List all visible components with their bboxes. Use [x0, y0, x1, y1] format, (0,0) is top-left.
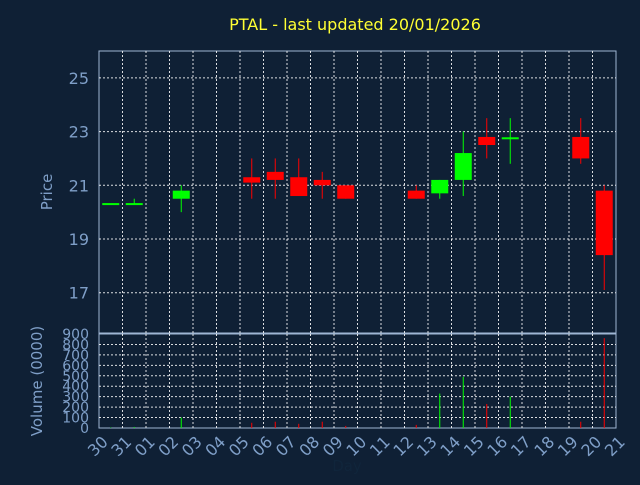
price-tick-label: 17	[69, 284, 89, 303]
volume-tick-label: 400	[62, 379, 89, 395]
volume-tick-label: 800	[62, 337, 89, 353]
x-axis-label: Day	[332, 457, 362, 475]
candle-body	[172, 190, 190, 199]
candle-body	[501, 137, 519, 140]
volume-tick-label: 300	[62, 390, 89, 406]
volume-tick-label: 700	[62, 348, 89, 364]
candle-body	[266, 171, 284, 180]
price-tick-label: 21	[69, 176, 89, 195]
x-tick-labels: 3031010203040506070809101112131415161718…	[84, 432, 629, 460]
candle-body	[572, 136, 590, 159]
candles	[102, 118, 613, 291]
price-tick-label: 25	[69, 69, 89, 88]
price-tick-label: 23	[69, 123, 89, 142]
y-axis-label: Price	[38, 174, 56, 211]
candle-body	[337, 185, 355, 199]
volume-grid	[99, 334, 616, 428]
candle-body	[431, 179, 449, 194]
candle-body	[595, 190, 613, 256]
x-tick-label: 21	[601, 432, 629, 460]
candle-body	[407, 190, 425, 199]
candle-body	[313, 179, 331, 186]
volume-bars	[110, 338, 605, 428]
volume-tick-label: 100	[62, 411, 89, 427]
candle-body	[102, 203, 120, 206]
price-tick-label: 19	[69, 230, 89, 249]
volume-tick-label: 600	[62, 358, 89, 374]
candle-body	[478, 136, 496, 145]
candle-body	[243, 177, 261, 183]
candle-body	[290, 177, 308, 197]
price-grid	[99, 51, 616, 333]
volume-panel-frame	[98, 333, 617, 429]
volume-axis-label: Volume (0000)	[28, 326, 46, 436]
volume-tick-label: 900	[62, 327, 89, 343]
chart-title: PTAL - last updated 20/01/2026	[229, 15, 481, 34]
candle-body	[125, 203, 143, 206]
price-tick-labels: 17 19 21 23 25	[69, 69, 89, 303]
volume-tick-label: 0	[80, 421, 89, 437]
candle-body	[454, 153, 472, 180]
volume-tick-label: 200	[62, 400, 89, 416]
volume-tick-label: 500	[62, 369, 89, 385]
